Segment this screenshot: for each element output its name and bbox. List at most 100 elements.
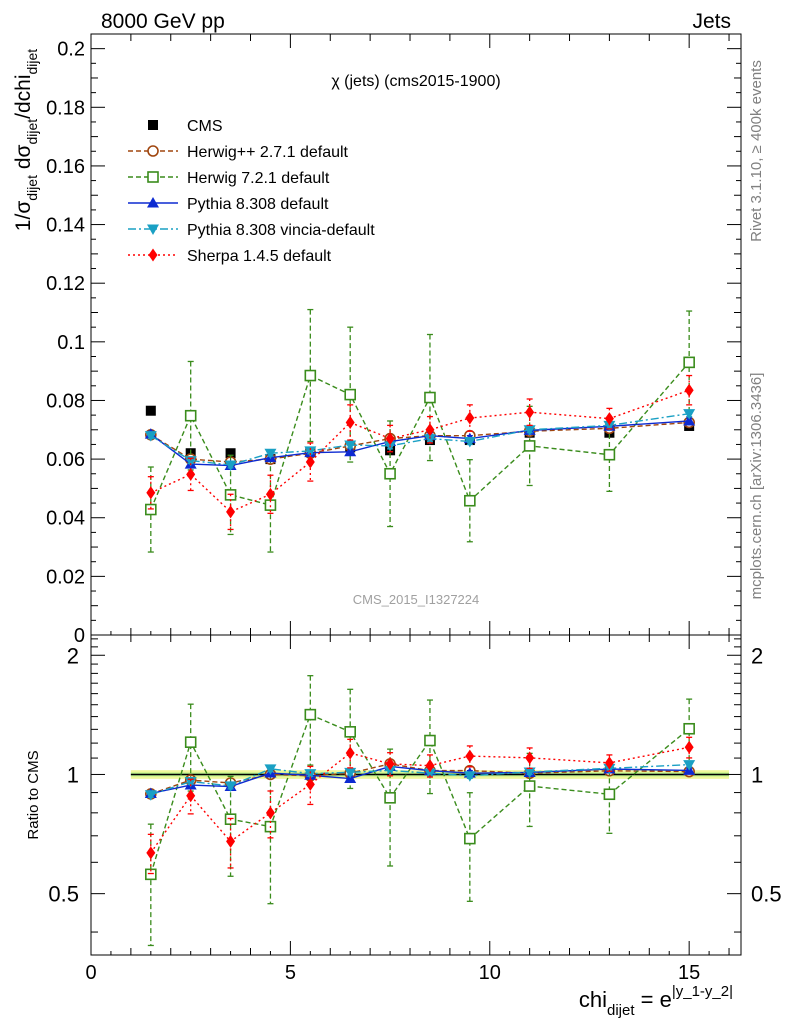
analysis-watermark: CMS_2015_I1327224: [353, 592, 480, 607]
main-ytick-label: 0.02: [46, 566, 85, 588]
data-point: [425, 423, 435, 437]
data-series: [144, 308, 696, 553]
data-point: [684, 383, 694, 397]
xtick-label: 10: [479, 962, 501, 984]
main-ytick-label: 0.14: [46, 215, 85, 237]
ratio-series-vincia: [144, 760, 696, 801]
main-ytick-label: 0.08: [46, 390, 85, 412]
legend-entry-sherpa: Sherpa 1.4.5 default: [128, 248, 332, 265]
ratio-point: [423, 768, 436, 780]
ratio-point: [345, 746, 355, 760]
legend: CMS Herwig++ 2.7.1 default Herwig 7.2.1 de…: [128, 118, 375, 265]
ratio-line: [150, 763, 690, 795]
data-point: [604, 412, 614, 426]
ratio-plot-frame: [90, 634, 742, 956]
main-ytick-label: 0.18: [46, 97, 85, 119]
main-ytick-label: 0: [74, 625, 85, 647]
main-ytick-label: 0.1: [57, 332, 85, 354]
series-line: [150, 412, 690, 466]
ratio-ytick-label-right: 1: [751, 762, 763, 787]
ratio-point: [603, 788, 616, 801]
data-point: [304, 369, 317, 382]
ratio-point: [304, 769, 317, 780]
data-point: [683, 409, 696, 420]
data-point: [683, 356, 695, 369]
legend-label: Herwig 7.2.1 default: [187, 170, 330, 187]
ratio-point: [184, 736, 197, 748]
ratio-point: [384, 792, 396, 804]
main-ylabel: 1/σdijet dσdijet/dchidijet: [12, 49, 40, 231]
legend-entry-vincia: Pythia 8.308 vincia-default: [128, 222, 375, 239]
ratio-ytick-label-left: 2: [67, 643, 79, 668]
legend-marker: [147, 145, 159, 157]
main-ytick-label: 0.2: [57, 39, 85, 61]
ratio-line: [150, 765, 690, 795]
legend-label: Sherpa 1.4.5 default: [187, 248, 332, 265]
legend-label: CMS: [187, 118, 223, 135]
ratio-point: [384, 765, 397, 777]
header-left-label: 8000 GeV pp: [101, 10, 225, 33]
main-ytick-label: 0.04: [46, 508, 85, 530]
data-point: [603, 420, 616, 432]
ratio-point: [145, 868, 157, 881]
ratio-point: [146, 846, 156, 860]
data-point: [523, 440, 536, 452]
data-point: [683, 414, 696, 426]
ratio-line: [150, 713, 690, 875]
ratio-point: [683, 760, 696, 771]
legend-label: Pythia 8.308 vincia-default: [187, 222, 375, 239]
data-point: [184, 409, 197, 422]
ratio-point: [265, 806, 275, 820]
data-point: [225, 448, 236, 459]
ratio-point: [683, 722, 695, 735]
ratio-ytick-label-right: 2: [751, 643, 763, 668]
legend-entry-herwig7: Herwig 7.2.1 default: [128, 170, 330, 187]
ratio-point: [305, 777, 315, 791]
data-point: [525, 405, 535, 419]
data-point: [265, 487, 275, 501]
data-point: [226, 505, 236, 519]
ratio-point: [425, 759, 435, 773]
data-point: [424, 391, 436, 404]
mcplots-label: mcplots.cern.ch [arXiv:1306.3436]: [748, 373, 765, 600]
xtick-label: 15: [678, 962, 700, 984]
series-line: [150, 389, 690, 513]
rivet-version-label: Rivet 3.1.10, ≥ 400k events: [748, 60, 765, 242]
series-sherpa: [146, 374, 694, 531]
ratio-ytick-label-right: 0.5: [751, 882, 782, 907]
legend-marker: [148, 248, 158, 262]
ratio-point: [525, 751, 535, 765]
data-point: [145, 405, 156, 416]
data-point: [186, 467, 196, 481]
data-point: [304, 446, 317, 457]
main-ytick-label: 0.06: [46, 449, 85, 471]
ratio-point: [604, 756, 614, 770]
ratio-ytick-label-left: 0.5: [48, 882, 79, 907]
ratio-point: [226, 834, 236, 848]
ratio-point: [344, 767, 357, 779]
ratio-point: [424, 734, 436, 747]
legend-marker: [147, 224, 159, 235]
data-point: [224, 460, 237, 471]
ratio-ytick-label-left: 1: [67, 762, 79, 787]
ratio-point: [684, 740, 694, 754]
data-point: [345, 415, 355, 429]
data-point: [264, 448, 277, 460]
data-point: [385, 432, 395, 446]
legend-entry-cms: CMS: [148, 118, 223, 135]
legend-label: Herwig++ 2.7.1 default: [187, 144, 349, 161]
ratio-point: [523, 767, 536, 778]
ratio-point: [463, 771, 476, 782]
data-point: [464, 494, 476, 507]
legend-marker: [147, 171, 159, 183]
ratio-point: [186, 789, 196, 803]
ratio-point: [144, 790, 157, 801]
legend-marker: [148, 120, 158, 130]
xaxis-label: chidijet = e|y_1-y_2|: [579, 983, 733, 1019]
ratio-point: [344, 726, 357, 738]
data-point: [523, 425, 536, 436]
ratio-point: [264, 764, 277, 775]
data-point: [305, 455, 315, 469]
